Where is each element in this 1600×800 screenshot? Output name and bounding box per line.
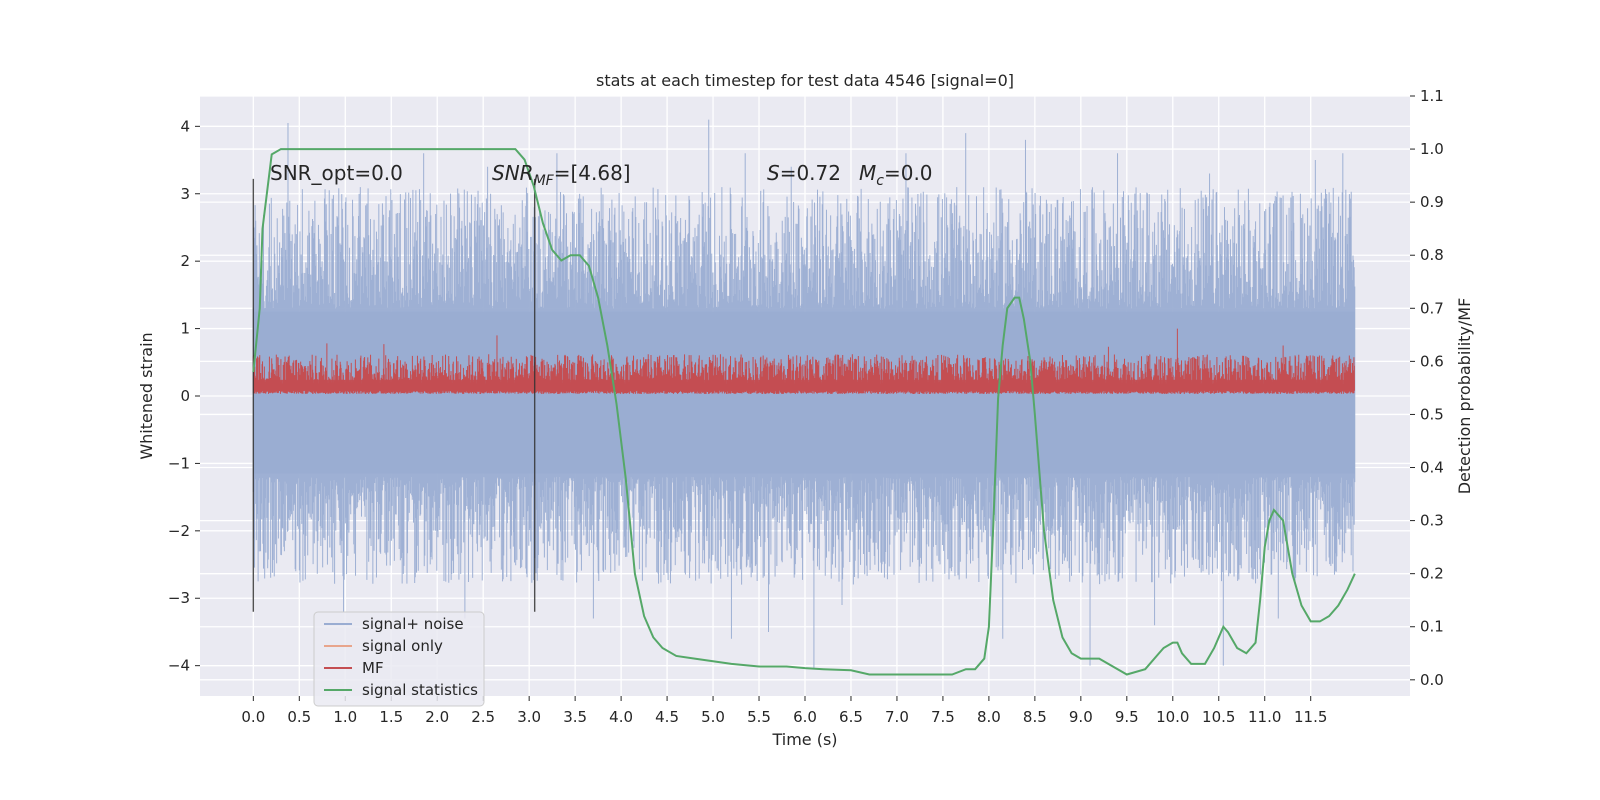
y-axis-label: Whitened strain [137,332,156,459]
legend-label-signal-only: signal only [362,637,443,655]
y-tick-label: 1 [180,320,190,338]
legend-label-signal-statistics: signal statistics [362,681,478,699]
legend-frame [313,611,485,707]
y-tick-label: 4 [180,117,190,135]
s-value: =0.72 [780,161,841,185]
y2-tick-label: 0.3 [1420,512,1444,530]
x-tick-label: 6.5 [839,708,863,726]
legend-label-signal-noise: signal+ noise [362,615,464,633]
y-tick-label: 2 [180,252,190,270]
snr-mf-name: SNR [492,161,534,185]
x-tick-label: 0.5 [287,708,311,726]
y2-tick-label: 0.9 [1420,193,1444,211]
x-tick-label: 8.0 [977,708,1001,726]
mc-name: M [859,161,876,185]
x-axis-ticks: 0.0 0.5 1.0 1.5 2.0 2.5 3.0 3.5 4.0 4.5 5.0 5.5 6.0 6… [241,696,1327,726]
x-tick-label: 7.0 [885,708,909,726]
chart-title: stats at each timestep for test data 454… [596,71,1014,90]
y-tick-label: −4 [168,657,190,675]
signal-statistics-series [252,148,1356,676]
y-tick-label: −3 [168,589,190,607]
x-tick-label: 7.5 [931,708,955,726]
annotation-snr-opt: SNR_opt=0.0 [270,161,403,185]
x-tick-label: 0.0 [241,708,265,726]
x-tick-label: 5.5 [747,708,771,726]
y2-tick-label: 0.8 [1420,246,1444,264]
mc-subscript: c [876,173,884,189]
x-tick-label: 3.5 [563,708,587,726]
snr-mf-subscript: MF [534,173,555,189]
vertical-markers [252,178,536,612]
y-tick-label: 0 [180,387,190,405]
annotation-snr-mf: SNRMF=[4.68] [492,161,631,189]
y-axis-ticks: −4 −3 −2 −1 0 1 2 3 4 [168,117,200,675]
x-axis-label: Time (s) [771,730,837,749]
x-tick-label: 4.0 [609,708,633,726]
x-tick-label: 1.0 [333,708,357,726]
x-tick-label: 6.0 [793,708,817,726]
y2-tick-label: 0.0 [1420,671,1444,689]
mc-value: =0.0 [884,161,933,185]
legend-label-mf: MF [362,659,384,677]
annotation-s-mc: S=0.72 Mc=0.0 [767,161,933,189]
x-tick-label: 5.0 [701,708,725,726]
x-tick-label: 2.5 [471,708,495,726]
x-tick-label: 1.5 [379,708,403,726]
y2-tick-label: 0.6 [1420,352,1444,370]
y2-tick-label: 0.4 [1420,459,1444,477]
mf-core [253,379,1355,391]
y2-tick-label: 0.5 [1420,405,1444,423]
y2-tick-label: 1.0 [1420,140,1444,158]
y-tick-label: −1 [168,454,190,472]
y-tick-label: −2 [168,522,190,540]
y2-axis-ticks: 0.0 0.1 0.2 0.3 0.4 0.5 0.6 0.7 0.8 0.9 1.0 1.1 [1410,87,1444,689]
x-tick-label: 11.0 [1248,708,1281,726]
y-tick-label: 3 [180,185,190,203]
y2-axis-label: Detection probability/MF [1455,298,1474,495]
x-tick-label: 8.5 [1023,708,1047,726]
x-tick-label: 10.0 [1156,708,1189,726]
y2-tick-label: 0.2 [1420,565,1444,583]
y2-tick-label: 0.1 [1420,618,1444,636]
s-name: S [767,161,780,185]
y2-tick-label: 0.7 [1420,299,1444,317]
x-tick-label: 11.5 [1294,708,1327,726]
y2-tick-label: 1.1 [1420,87,1444,105]
signal-statistics-line [252,148,1356,676]
legend: signal+ noise signal only MF signal stat… [313,611,485,707]
snr-mf-value: =[4.68] [554,161,631,185]
x-tick-label: 10.5 [1202,708,1235,726]
x-tick-label: 2.0 [425,708,449,726]
x-tick-label: 4.5 [655,708,679,726]
x-tick-label: 3.0 [517,708,541,726]
x-tick-label: 9.5 [1115,708,1139,726]
x-tick-label: 9.0 [1069,708,1093,726]
